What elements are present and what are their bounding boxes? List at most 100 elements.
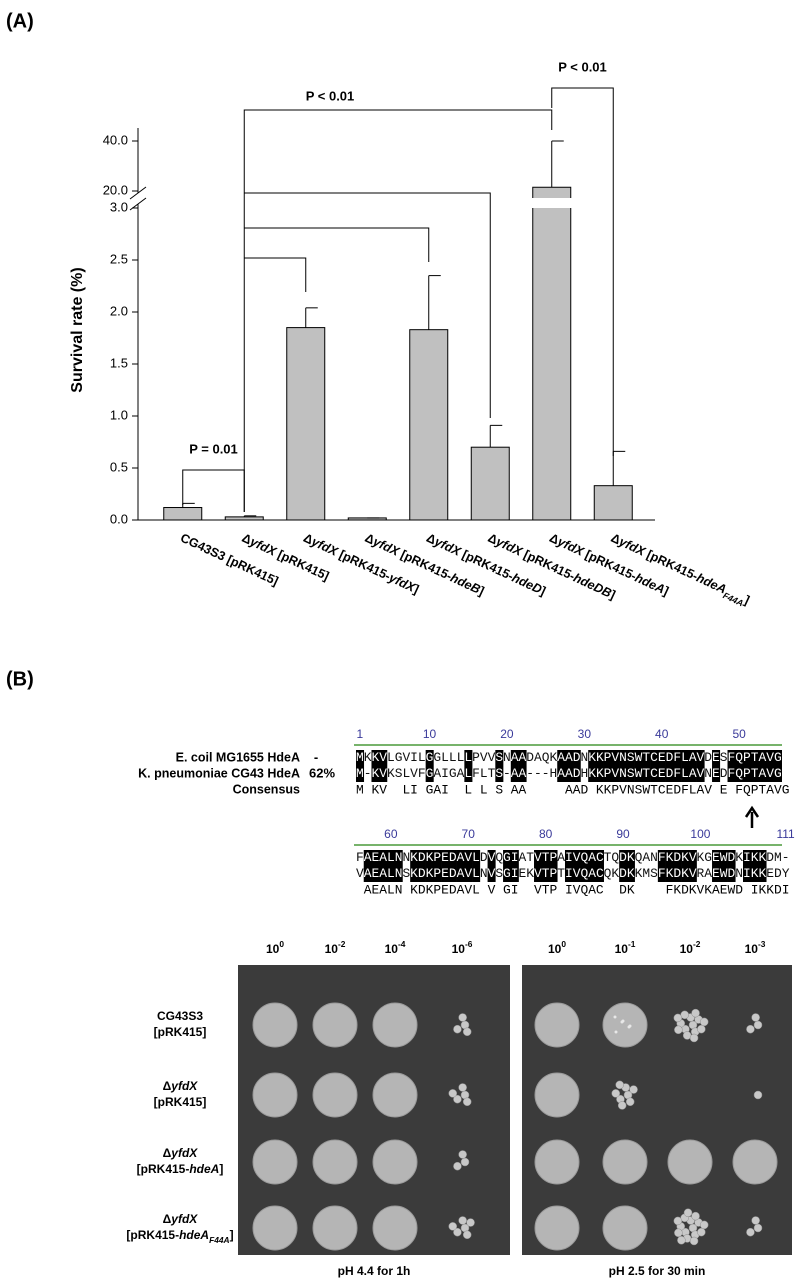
identity-highlight: [642, 766, 651, 782]
identity-highlight: [712, 750, 721, 766]
ruler-number: 1: [357, 727, 364, 741]
colony: [629, 1085, 638, 1094]
dilution-label: 10-6: [452, 939, 473, 956]
identity-highlight: [557, 766, 566, 782]
identity-highlight: [665, 850, 674, 866]
identity-highlight: [564, 866, 574, 882]
text-part: ]: [230, 1228, 234, 1242]
strain-label: ΔyfdX: [163, 1146, 199, 1160]
identity-highlight: [410, 850, 419, 866]
identity-highlight: [448, 850, 457, 866]
bar: [286, 327, 326, 521]
identity-highlight: [518, 766, 527, 782]
colony: [453, 1227, 462, 1237]
strain-label: [pRK415-hdeA]: [137, 1162, 224, 1176]
identity-highlight: [595, 766, 604, 782]
identity-highlight: [510, 866, 519, 882]
identity-highlight: [595, 850, 604, 866]
colony-spot: [534, 1002, 580, 1048]
colony-spot: [602, 1139, 648, 1185]
identity-highlight: [417, 850, 426, 866]
identity-highlight: [696, 766, 705, 782]
dilution-label: 100: [266, 939, 284, 956]
text-part: hdeA: [179, 1228, 209, 1242]
text-part: hdeA: [189, 1162, 219, 1176]
identity-highlight: [743, 766, 752, 782]
identity-highlight: [758, 750, 767, 766]
identity-highlight: [464, 866, 473, 882]
identity-highlight: [534, 866, 543, 882]
identity-highlight: [572, 866, 581, 882]
identity-highlight: [472, 850, 481, 866]
text-part: ]: [742, 593, 752, 607]
identity-highlight: [611, 750, 620, 766]
identity-highlight: [735, 766, 744, 782]
dilution-base: 10: [385, 942, 399, 956]
dilution-exponent: 0: [279, 939, 284, 949]
sequence-name: K. pneumoniae CG43 HdeA: [138, 766, 300, 780]
panel-label: (A): [6, 10, 34, 32]
dilution-base: 10: [615, 942, 629, 956]
annotation: P = 0.01: [189, 441, 238, 456]
ruler-number: 80: [539, 827, 553, 841]
identity-highlight: [743, 750, 752, 766]
identity-highlight: [650, 766, 659, 782]
annotation: P < 0.01: [306, 88, 355, 103]
identity-highlight: [541, 850, 550, 866]
text-part: ]: [411, 582, 421, 596]
identity-highlight: [773, 750, 782, 766]
ruler-number: 70: [462, 827, 476, 841]
identity-highlight: [650, 750, 659, 766]
identity-highlight: [619, 766, 628, 782]
colony: [746, 1024, 755, 1034]
identity-highlight: [379, 766, 388, 782]
identity-highlight: [510, 766, 519, 782]
ruler-number: 10: [423, 727, 437, 741]
colony: [753, 1223, 763, 1233]
colony: [462, 1027, 472, 1037]
identity-highlight: [626, 766, 635, 782]
identity-highlight: [588, 750, 597, 766]
colony-spot: [252, 1205, 298, 1251]
identity-highlight: [588, 866, 597, 882]
identity-highlight: [634, 766, 643, 782]
colony: [462, 1230, 472, 1240]
strain-label: ΔyfdX: [163, 1079, 199, 1093]
identity-highlight: [712, 766, 721, 782]
y-tick-label: 40.0: [103, 132, 128, 147]
identity-highlight: [363, 866, 372, 882]
identity-highlight: [673, 850, 682, 866]
identity-highlight: [727, 766, 736, 782]
identity-highlight: [379, 850, 388, 866]
sequence: M-KVKSLVFGAIGALFLTS-AA---HAADHKKPVNSWTCE…: [356, 766, 782, 781]
identity-highlight: [603, 766, 612, 782]
ruler-number: 111: [776, 827, 795, 841]
identity-highlight: [433, 850, 442, 866]
identity-highlight: [595, 750, 604, 766]
text-part: ]: [608, 588, 618, 602]
colony: [458, 1216, 467, 1225]
ruler-number: 50: [732, 727, 746, 741]
text-part: [pRK415-: [126, 1228, 179, 1242]
text-part: ]: [538, 584, 548, 598]
identity-highlight: [572, 850, 581, 866]
dilution-base: 10: [452, 942, 466, 956]
identity-highlight: [425, 866, 434, 882]
dilution-label: 100: [548, 939, 566, 956]
identity-highlight: [735, 750, 744, 766]
identity-highlight: [681, 750, 690, 766]
colony: [677, 1235, 686, 1245]
identity-highlight: [394, 866, 403, 882]
dilution-exponent: -2: [338, 939, 346, 949]
identity-highlight: [495, 766, 504, 782]
identity-highlight: [425, 750, 434, 766]
bracket: [551, 87, 614, 456]
text-part: F44A: [209, 1235, 229, 1245]
colony-spot: [534, 1072, 580, 1118]
identity-highlight: [619, 750, 628, 766]
identity-highlight: [773, 766, 782, 782]
colony: [751, 1216, 760, 1225]
sequence: VAEALNSKDKPEDAVLNVSGIEKVTPTIVQACQKDKKMSF…: [356, 866, 790, 881]
identity-highlight: [712, 866, 721, 882]
identity-highlight: [541, 866, 550, 882]
